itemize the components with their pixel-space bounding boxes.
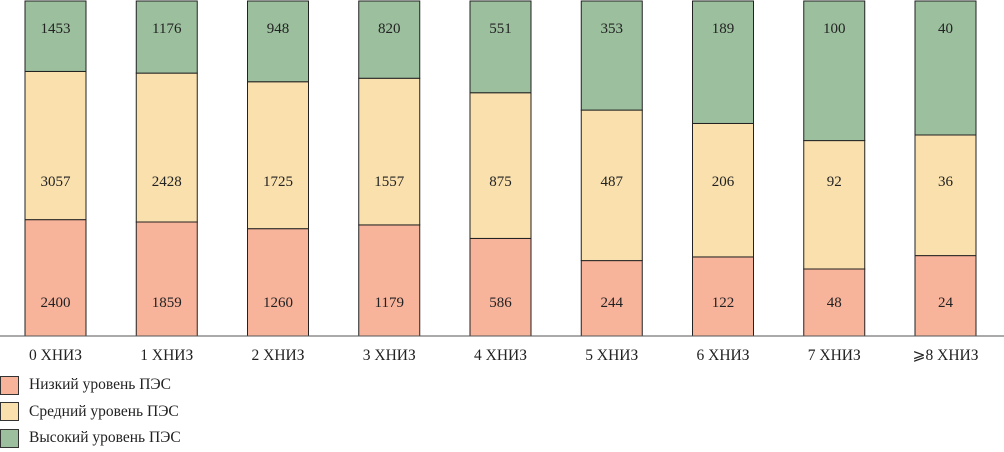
data-label-low-3: 1179 [375,295,404,311]
legend-swatch-high [0,428,19,448]
bar-segment-high-7 [803,0,866,142]
bar-segment-high-4 [469,0,532,94]
data-label-high-8: 40 [938,21,953,37]
data-label-low-0: 2400 [41,295,71,311]
x-tick-label-1: 1 ХНИЗ [140,347,193,364]
x-tick-label-5: 5 ХНИЗ [585,347,638,364]
x-tick-label-4: 4 ХНИЗ [474,347,527,364]
bar-segment-high-2 [247,0,309,83]
data-label-low-2: 1260 [263,295,293,311]
bar-segment-low-5 [580,260,643,337]
bar-segment-low-4 [469,237,532,337]
legend-label-high: Высокий уровень ПЭС [29,429,181,447]
legend-label-medium: Средний уровень ПЭС [29,402,179,420]
legend-item-low: Низкий уровень ПЭС [0,372,181,399]
bar-segment-high-3 [358,0,421,79]
legend-item-high: Высокий уровень ПЭС [0,425,181,452]
data-label-low-7: 48 [827,295,842,311]
stacked-bar-chart: 2400 3057 1453 1859 2428 1176 1260 1725 948 1179 1… [0,0,1004,364]
legend-label-low: Низкий уровень ПЭС [29,376,171,394]
legend-swatch-medium [0,402,19,422]
x-tick-label-0: 0 ХНИЗ [29,347,82,364]
data-label-medium-2: 1725 [263,174,293,190]
bar-segment-high-0 [24,0,87,72]
bars-group: 2400 3057 1453 1859 2428 1176 1260 1725 948 1179 1… [24,0,977,337]
data-label-high-6: 189 [712,21,735,37]
data-label-low-8: 24 [938,295,954,311]
bar-segment-high-1 [135,0,198,74]
x-tick-label-6: 6 ХНИЗ [697,347,750,364]
legend-swatch-low [0,375,19,395]
data-label-medium-1: 2428 [152,174,182,190]
bar-segment-medium-8 [914,134,977,257]
data-label-medium-7: 92 [827,174,842,190]
data-label-low-1: 1859 [152,295,182,311]
legend: Низкий уровень ПЭС Средний уровень ПЭС В… [0,372,181,452]
x-tick-label-2: 2 ХНИЗ [252,347,305,364]
data-label-low-5: 244 [601,295,624,311]
data-label-high-7: 100 [823,21,846,37]
bar-segment-medium-4 [469,92,532,239]
data-label-high-1: 1176 [152,21,182,37]
data-label-medium-3: 1557 [374,174,405,190]
bar-segment-medium-7 [803,140,866,270]
x-tick-label-8: ⩾8 ХНИЗ [913,347,979,364]
bar-segment-high-6 [692,0,754,124]
data-label-medium-5: 487 [601,174,624,190]
data-label-medium-6: 206 [712,174,735,190]
bar-segment-low-3 [358,224,421,337]
bar-segment-low-6 [692,256,754,337]
data-label-low-6: 122 [712,295,735,311]
x-tick-labels: 0 ХНИЗ 1 ХНИЗ 2 ХНИЗ 3 ХНИЗ 4 ХНИЗ 5 ХНИЗ 6 ХН… [29,347,979,364]
bar-segment-low-1 [135,221,198,337]
data-label-high-5: 353 [601,21,624,37]
data-label-high-2: 948 [267,21,290,37]
bar-segment-medium-1 [135,72,198,223]
legend-item-medium: Средний уровень ПЭС [0,399,181,426]
x-tick-label-3: 3 ХНИЗ [363,347,416,364]
data-label-low-4: 586 [489,295,512,311]
data-label-high-3: 820 [378,21,401,37]
bar-segment-high-8 [914,0,977,136]
data-label-medium-8: 36 [938,174,954,190]
bar-segment-medium-2 [247,81,309,230]
bar-segment-medium-3 [358,77,421,226]
bar-segment-low-2 [247,228,309,337]
data-label-medium-4: 875 [489,174,512,190]
data-label-high-0: 1453 [41,21,71,37]
bar-segment-high-5 [580,0,643,111]
bar-segment-medium-6 [692,122,754,258]
bar-segment-medium-0 [24,70,87,221]
bar-segment-low-0 [24,219,87,337]
data-label-high-4: 551 [489,21,512,37]
x-tick-label-7: 7 ХНИЗ [808,347,861,364]
data-label-medium-0: 3057 [41,174,72,190]
